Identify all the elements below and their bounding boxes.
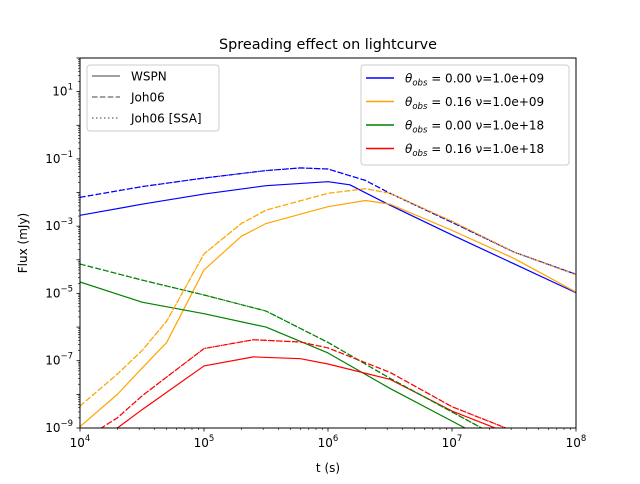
- legend-label-solid: WSPN: [131, 70, 167, 84]
- y-tick-label: 101: [52, 83, 73, 99]
- x-tick-label: 105: [194, 434, 215, 450]
- series-line-joh06-ssa--11: [100, 339, 508, 428]
- color-legend-label: θobs = 0.16 ν=1.0e+18: [405, 142, 544, 159]
- y-tick-label: 10−7: [45, 352, 73, 368]
- linestyle-legend-box: [86, 64, 220, 132]
- linestyle-legend: WSPN Joh06 Joh06 [SSA]: [86, 64, 220, 132]
- x-tick-label: 107: [442, 434, 463, 450]
- series-line-wspn-2: [80, 281, 467, 428]
- color-legend-label: θobs = 0.00 ν=1.0e+18: [405, 119, 544, 136]
- y-tick-label: 10−5: [45, 284, 73, 300]
- y-tick-label: 10−3: [45, 217, 73, 233]
- y-axis-label: Flux (mJy): [16, 213, 30, 273]
- series-line-joh06-ssa--8: [80, 167, 576, 275]
- y-axis-ticks: 10−9 10−7 10−5 10−3 10−1 101: [45, 57, 80, 435]
- x-axis-ticks: 104 105 106 107 108: [70, 428, 587, 450]
- legend-label-dotted: Joh06 [SSA]: [130, 112, 202, 126]
- series-line-joh06-6: [80, 263, 483, 428]
- series-line-wspn-0: [80, 181, 576, 294]
- series-line-wspn-1: [80, 199, 576, 428]
- y-tick-label: 10−9: [45, 419, 73, 435]
- x-tick-label: 108: [566, 434, 587, 450]
- legend-label-dashed: Joh06: [130, 91, 165, 105]
- color-legend-label: θobs = 0.16 ν=1.0e+09: [405, 95, 544, 112]
- series-line-joh06-5: [80, 188, 576, 407]
- x-axis-label: t (s): [316, 461, 340, 475]
- chart-title: Spreading effect on lightcurve: [219, 37, 437, 53]
- color-legend: θobs = 0.00 ν=1.0e+09 θobs = 0.16 ν=1.0e+…: [360, 64, 570, 166]
- series-layer: [80, 167, 576, 428]
- x-tick-label: 106: [318, 434, 339, 450]
- x-tick-label: 104: [70, 434, 91, 450]
- y-tick-label: 10−1: [45, 150, 73, 166]
- color-legend-label: θobs = 0.00 ν=1.0e+09: [405, 72, 544, 89]
- color-legend-box: [360, 64, 570, 166]
